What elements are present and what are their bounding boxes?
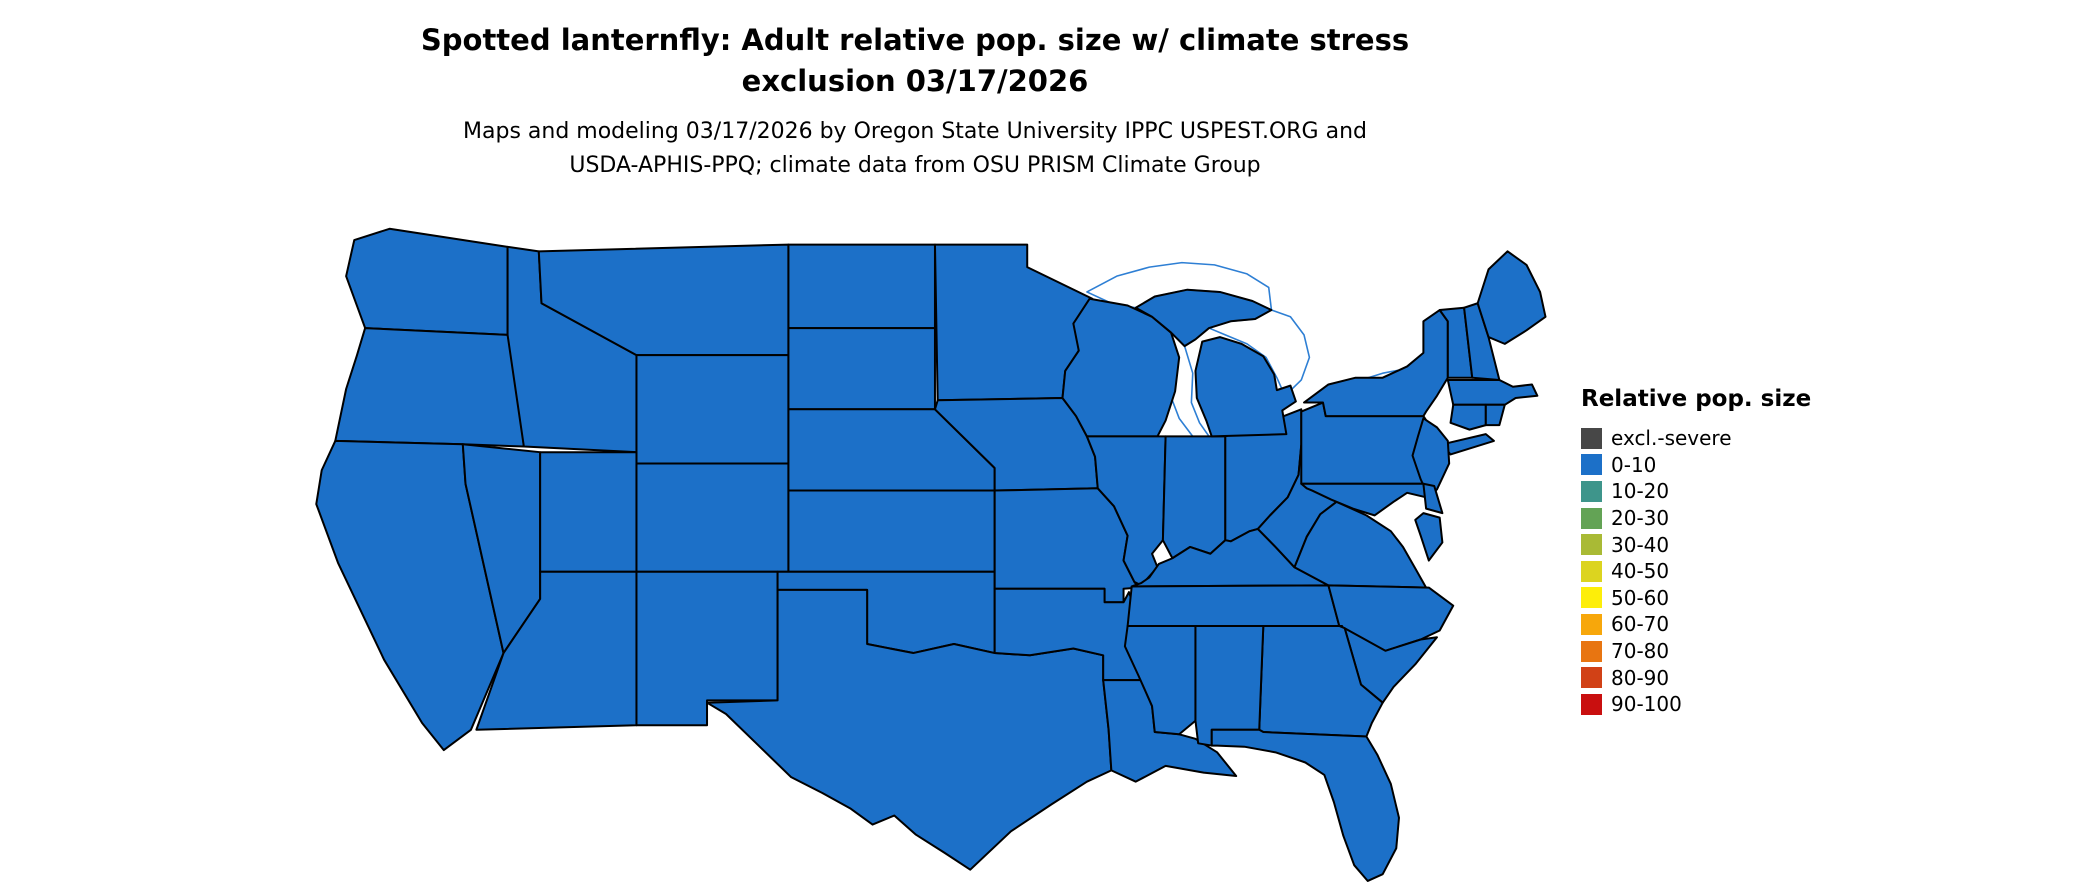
legend-swatch: [1581, 613, 1602, 635]
state-alabama: [1195, 626, 1263, 746]
state-colorado: [636, 463, 788, 571]
subtitle-line-1: Maps and modeling 03/17/2026 by Oregon S…: [463, 119, 1367, 144]
legend-item-label: 80-90: [1611, 665, 1670, 690]
legend-swatch: [1581, 693, 1602, 715]
state-delaware: [1423, 484, 1442, 513]
subtitle-line-2: USDA-APHIS-PPQ; climate data from OSU PR…: [569, 153, 1261, 178]
legend-item-label: 10-20: [1611, 479, 1670, 504]
figure-subtitle: Maps and modeling 03/17/2026 by Oregon S…: [165, 115, 1665, 183]
legend-item-40-50: 40-50: [1581, 558, 1811, 585]
state-new-york: [1304, 310, 1448, 416]
legend-item-20-30: 20-30: [1581, 505, 1811, 532]
state-north-dakota: [788, 245, 935, 329]
state-tennessee: [1128, 585, 1340, 626]
state-utah: [540, 452, 636, 572]
legend-item-30-40: 30-40: [1581, 531, 1811, 558]
title-line-1: Spotted lanternfly: Adult relative pop. …: [420, 23, 1410, 57]
legend-item-label: excl.-severe: [1611, 426, 1732, 451]
state-maine: [1478, 251, 1546, 344]
state-texas: [707, 590, 1111, 870]
state-florida: [1212, 730, 1399, 881]
legend-item-label: 90-100: [1611, 692, 1682, 717]
legend-item-excl.-severe: excl.-severe: [1581, 425, 1811, 452]
state-wyoming: [636, 355, 788, 463]
legend-swatch: [1581, 480, 1602, 502]
state-rhode-island: [1486, 405, 1505, 425]
legend-item-80-90: 80-90: [1581, 664, 1811, 691]
us-choropleth-map: [300, 222, 1555, 890]
legend-item-50-60: 50-60: [1581, 585, 1811, 612]
legend-swatch: [1581, 640, 1602, 662]
state-michigan-lower-peninsula: [1195, 337, 1295, 436]
state-washington: [346, 229, 507, 335]
state-connecticut: [1451, 405, 1486, 430]
legend-swatch: [1581, 534, 1602, 556]
legend-item-label: 40-50: [1611, 559, 1670, 584]
legend-swatch: [1581, 667, 1602, 689]
state-oregon: [335, 328, 524, 446]
state-south-dakota: [788, 328, 935, 409]
legend-item-label: 20-30: [1611, 506, 1670, 531]
title-line-2: exclusion 03/17/2026: [741, 64, 1089, 98]
legend-item-label: 50-60: [1611, 585, 1670, 610]
legend-swatch: [1581, 587, 1602, 609]
legend: Relative pop. size excl.-severe 0-10 10-20…: [1581, 386, 1811, 718]
figure-heading: Spotted lanternfly: Adult relative pop. …: [165, 20, 1665, 183]
delmarva-peninsula: [1415, 513, 1442, 560]
state-michigan-upper-peninsula: [1136, 290, 1272, 346]
legend-item-label: 70-80: [1611, 639, 1670, 664]
state-new-york-long-island: [1442, 434, 1494, 454]
legend-title: Relative pop. size: [1581, 386, 1812, 412]
state-indiana: [1163, 436, 1225, 558]
state-vermont: [1440, 308, 1473, 378]
legend-item-60-70: 60-70: [1581, 611, 1811, 638]
legend-swatch: [1581, 507, 1602, 529]
figure-title: Spotted lanternfly: Adult relative pop. …: [165, 20, 1665, 102]
state-kansas: [788, 491, 994, 572]
legend-item-10-20: 10-20: [1581, 478, 1811, 505]
state-new-hampshire: [1464, 303, 1499, 380]
legend-item-0-10: 0-10: [1581, 452, 1811, 479]
legend-item-90-100: 90-100: [1581, 691, 1811, 718]
legend-item-label: 60-70: [1611, 612, 1670, 637]
legend-swatch: [1581, 560, 1602, 582]
state-massachusetts: [1448, 380, 1538, 405]
legend-item-label: 30-40: [1611, 532, 1670, 557]
legend-item-label: 0-10: [1611, 452, 1657, 477]
legend-item-70-80: 70-80: [1581, 638, 1811, 665]
legend-items: excl.-severe 0-10 10-20 20-30 30-40 40-50 50-6…: [1581, 425, 1811, 718]
legend-swatch: [1581, 454, 1602, 476]
legend-swatch: [1581, 427, 1602, 449]
